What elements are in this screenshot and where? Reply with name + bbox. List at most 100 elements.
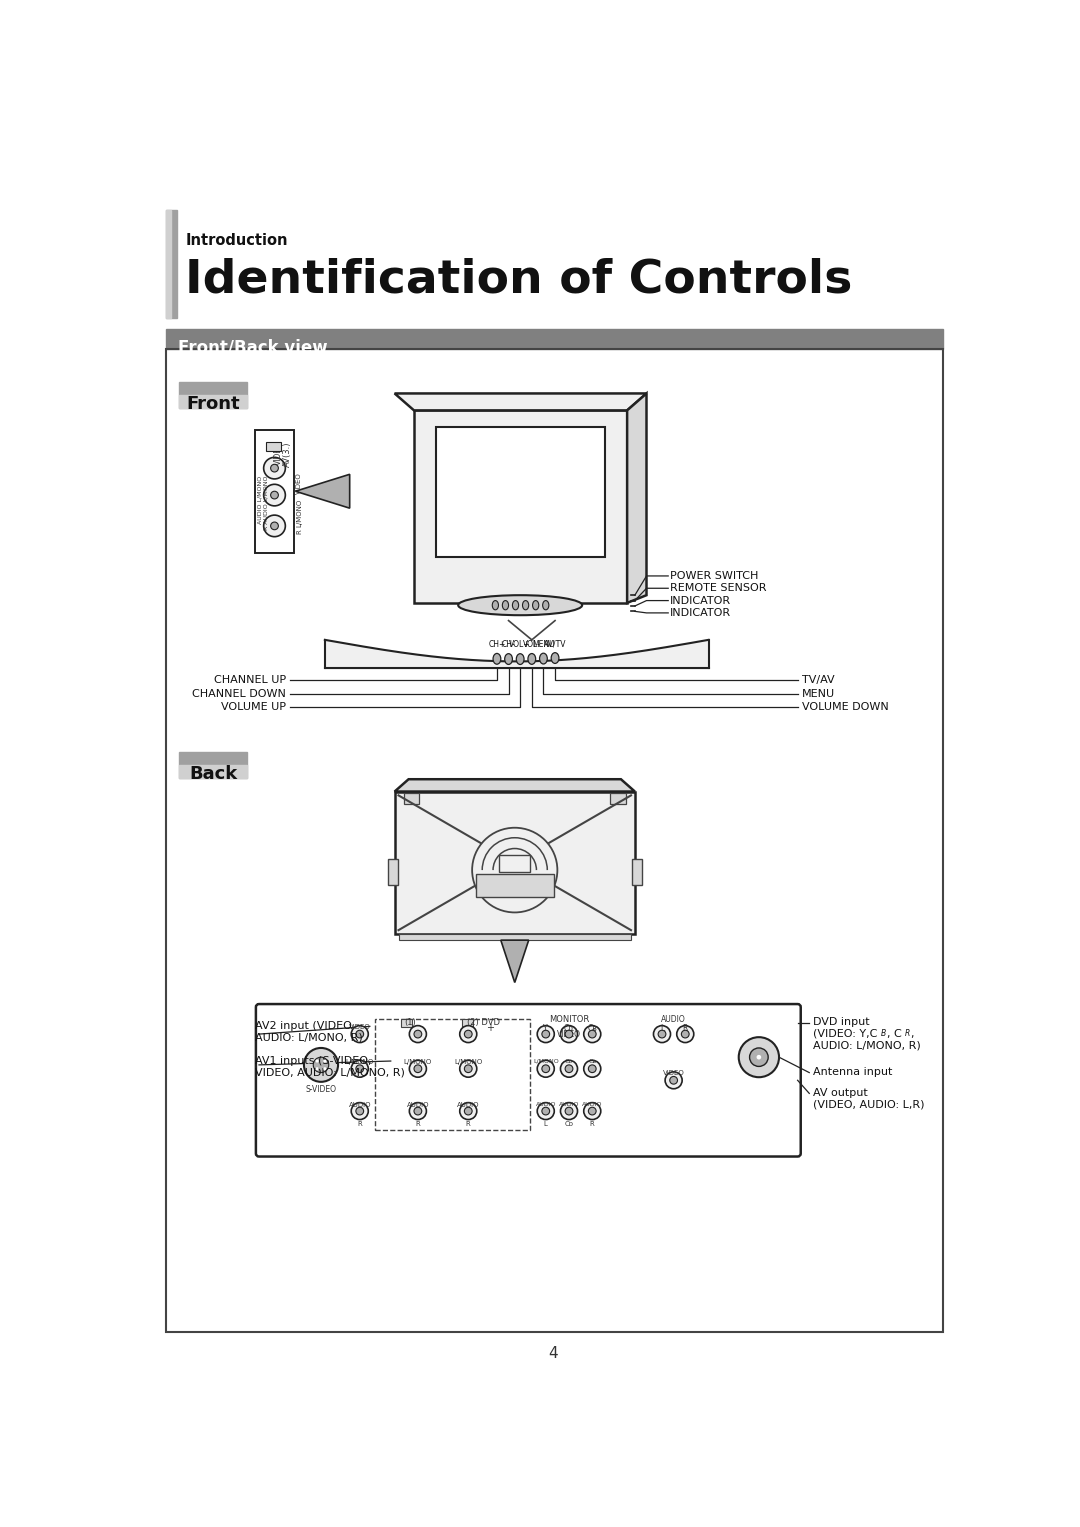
Circle shape [351, 1026, 368, 1043]
Text: L/MONO: L/MONO [404, 1058, 432, 1064]
Circle shape [464, 1107, 472, 1115]
Bar [388, 858, 397, 886]
Bar [435, 428, 606, 557]
Circle shape [565, 1064, 572, 1072]
Ellipse shape [516, 654, 524, 664]
Circle shape [460, 1102, 476, 1119]
Text: VIDEO: VIDEO [557, 1031, 581, 1040]
Circle shape [589, 1064, 596, 1072]
Bar [499, 855, 530, 872]
Text: INDICATOR: INDICATOR [670, 596, 731, 606]
Circle shape [542, 1031, 550, 1038]
Polygon shape [394, 394, 647, 411]
Circle shape [351, 1060, 368, 1077]
Polygon shape [627, 394, 647, 603]
Circle shape [565, 1107, 572, 1115]
Text: (VIDEO, AUDIO: L,R): (VIDEO, AUDIO: L,R) [813, 1099, 924, 1110]
Bar [266, 441, 282, 450]
Bar [166, 328, 943, 348]
Text: VIDEO: VIDEO [663, 1070, 685, 1077]
Circle shape [537, 1102, 554, 1119]
Circle shape [561, 1102, 578, 1119]
Text: Back: Back [189, 765, 238, 783]
Circle shape [542, 1064, 550, 1072]
Polygon shape [394, 779, 635, 791]
Text: AV/TV: AV/TV [544, 638, 566, 647]
Circle shape [323, 1060, 326, 1063]
Bar [179, 751, 247, 777]
Text: CH-: CH- [502, 640, 515, 649]
Text: (2) DVD: (2) DVD [468, 1019, 500, 1028]
Circle shape [409, 1026, 427, 1043]
Text: AUDIO: AUDIO [582, 1102, 603, 1107]
Bar [399, 935, 631, 941]
Text: (1): (1) [404, 1019, 416, 1028]
Text: Antenna input: Antenna input [813, 1067, 892, 1077]
Bar [394, 791, 635, 935]
Ellipse shape [532, 600, 539, 609]
Text: AV2 input (VIDEO: AV2 input (VIDEO [255, 1022, 352, 1031]
Bar [166, 348, 943, 1332]
Text: AUDIO: AUDIO [457, 1102, 480, 1109]
Text: AUDIO L/MONO: AUDIO L/MONO [257, 476, 262, 524]
Circle shape [460, 1026, 476, 1043]
Text: AUDIO: L/MONO, R): AUDIO: L/MONO, R) [813, 1040, 921, 1051]
Ellipse shape [542, 600, 549, 609]
Text: VOLUME UP: VOLUME UP [221, 702, 286, 712]
Text: VOL-: VOL- [523, 640, 541, 649]
Text: L/MONO: L/MONO [454, 1058, 483, 1064]
Text: DVD input: DVD input [813, 1017, 869, 1028]
Ellipse shape [528, 654, 536, 664]
Text: AUDIO: AUDIO [558, 1102, 579, 1107]
Text: 4: 4 [549, 1345, 558, 1361]
Circle shape [356, 1107, 364, 1115]
Text: ,: , [910, 1029, 914, 1038]
FancyBboxPatch shape [256, 1005, 800, 1156]
Circle shape [464, 1031, 472, 1038]
Ellipse shape [551, 652, 559, 663]
Circle shape [356, 1031, 364, 1038]
Circle shape [356, 1064, 364, 1072]
Text: TV/AV: TV/AV [801, 675, 834, 686]
Circle shape [739, 1037, 779, 1077]
Circle shape [464, 1064, 472, 1072]
Circle shape [537, 1060, 554, 1077]
Text: Introduction: Introduction [186, 234, 288, 249]
Text: L: L [660, 1025, 664, 1034]
Circle shape [750, 1048, 768, 1066]
Text: CHANNEL DOWN: CHANNEL DOWN [192, 689, 286, 699]
Circle shape [542, 1107, 550, 1115]
Circle shape [565, 1031, 572, 1038]
Ellipse shape [504, 654, 512, 664]
Bar [476, 873, 554, 896]
Text: L/MONO: L/MONO [296, 499, 302, 527]
Ellipse shape [494, 654, 501, 664]
Circle shape [409, 1060, 427, 1077]
Polygon shape [501, 941, 529, 982]
Text: L: L [544, 1121, 548, 1127]
Text: MONITOR: MONITOR [549, 1015, 589, 1023]
Circle shape [303, 1048, 338, 1081]
Text: MENU: MENU [801, 689, 835, 699]
Text: MENU: MENU [532, 640, 555, 649]
Circle shape [589, 1107, 596, 1115]
Text: S-VIDEO: S-VIDEO [306, 1084, 337, 1093]
Bar [404, 793, 419, 803]
Text: AV(3.): AV(3.) [283, 441, 293, 467]
Text: R: R [905, 1029, 909, 1038]
Text: Front: Front [187, 395, 240, 412]
Text: Cᴃ: Cᴃ [588, 1025, 597, 1034]
Circle shape [409, 1102, 427, 1119]
Circle shape [583, 1102, 600, 1119]
Bar [255, 429, 294, 553]
Text: VOLUME DOWN: VOLUME DOWN [801, 702, 888, 712]
Circle shape [315, 1067, 319, 1070]
Circle shape [264, 484, 285, 505]
Text: POWER SWITCH: POWER SWITCH [670, 571, 758, 580]
Text: Y: Y [543, 1025, 548, 1034]
Circle shape [271, 464, 279, 472]
Bar [166, 211, 177, 318]
Bar [610, 793, 625, 803]
Text: R: R [683, 1025, 688, 1034]
Polygon shape [296, 475, 350, 508]
